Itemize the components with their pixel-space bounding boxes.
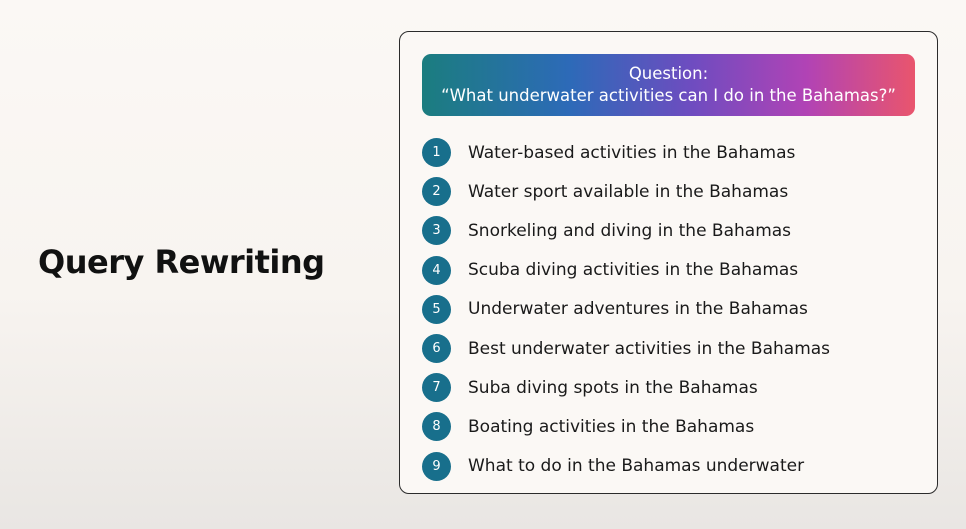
number-badge: 8 bbox=[422, 412, 451, 442]
number-badge: 4 bbox=[422, 255, 451, 285]
number-badge: 7 bbox=[422, 373, 451, 403]
list-item: 2 Water sport available in the Bahamas bbox=[422, 172, 830, 211]
list-item: 1 Water-based activities in the Bahamas bbox=[422, 133, 830, 172]
number-badge: 5 bbox=[422, 294, 451, 324]
list-item: 3 Snorkeling and diving in the Bahamas bbox=[422, 211, 830, 250]
question-text: “What underwater activities can I do in … bbox=[441, 86, 896, 105]
list-item-text: Best underwater activities in the Bahama… bbox=[468, 338, 831, 359]
list-item-text: Suba diving spots in the Bahamas bbox=[468, 377, 758, 398]
question-banner: Question: “What underwater activities ca… bbox=[422, 54, 915, 116]
list-item: 8 Boating activities in the Bahamas bbox=[422, 407, 830, 446]
list-item-text: Snorkeling and diving in the Bahamas bbox=[468, 220, 792, 241]
list-item: 9 What to do in the Bahamas underwater bbox=[422, 447, 830, 486]
list-item: 4 Scuba diving activities in the Bahamas bbox=[422, 251, 830, 290]
list-item: 7 Suba diving spots in the Bahamas bbox=[422, 368, 830, 407]
list-item-text: Boating activities in the Bahamas bbox=[468, 416, 755, 437]
list-item-text: Water-based activities in the Bahamas bbox=[468, 142, 796, 163]
list-item-text: Water sport available in the Bahamas bbox=[468, 181, 789, 202]
number-badge: 2 bbox=[422, 177, 451, 207]
number-badge: 6 bbox=[422, 334, 451, 364]
list-item: 5 Underwater adventures in the Bahamas bbox=[422, 290, 830, 329]
rewrite-list: 1 Water-based activities in the Bahamas … bbox=[422, 133, 830, 486]
list-item: 6 Best underwater activities in the Baha… bbox=[422, 329, 830, 368]
list-item-text: Underwater adventures in the Bahamas bbox=[468, 299, 808, 320]
list-item-text: Scuba diving activities in the Bahamas bbox=[468, 260, 799, 281]
slide-title: Query Rewriting bbox=[38, 243, 325, 281]
number-badge: 1 bbox=[422, 138, 451, 168]
number-badge: 9 bbox=[422, 451, 451, 481]
number-badge: 3 bbox=[422, 216, 451, 246]
rewrites-panel: Question: “What underwater activities ca… bbox=[399, 31, 938, 494]
list-item-text: What to do in the Bahamas underwater bbox=[468, 456, 805, 477]
question-label: Question: bbox=[628, 64, 709, 83]
